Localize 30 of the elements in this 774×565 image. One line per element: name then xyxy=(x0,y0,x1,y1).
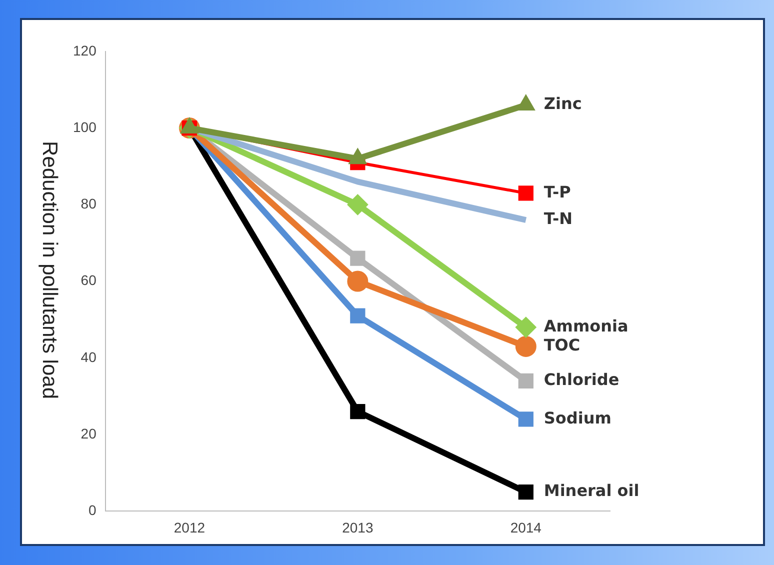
point xyxy=(347,270,368,292)
y-tick-label: 120 xyxy=(73,42,97,58)
point xyxy=(350,250,366,266)
series-label: Ammonia xyxy=(544,316,628,336)
point xyxy=(515,336,536,357)
series-label: Sodium xyxy=(544,408,612,428)
y-tick-label: 20 xyxy=(80,425,97,442)
point xyxy=(515,316,536,338)
y-tick-label: 100 xyxy=(73,118,97,135)
x-tick-label: 2012 xyxy=(174,519,206,536)
y-tick-label: 40 xyxy=(80,348,97,365)
y-tick-label: 60 xyxy=(80,272,97,288)
point xyxy=(518,186,534,201)
point xyxy=(518,484,534,500)
series-label: Mineral oil xyxy=(544,481,640,500)
series-label: Chloride xyxy=(544,370,620,390)
y-tick-label: 80 xyxy=(80,196,97,212)
x-tick-label: 2013 xyxy=(342,519,374,536)
series-label: TOC xyxy=(544,336,580,355)
point xyxy=(350,404,366,420)
series-label: Zinc xyxy=(544,94,582,114)
y-tick-label: 0 xyxy=(88,502,97,518)
point xyxy=(350,308,366,324)
series-label: T-P xyxy=(544,182,572,202)
point xyxy=(518,373,534,388)
point xyxy=(518,412,534,427)
series-label: T-N xyxy=(544,209,572,228)
y-axis-title: Reduction in pollutants load xyxy=(37,140,61,399)
x-tick-label: 2014 xyxy=(510,519,542,536)
point xyxy=(347,194,368,216)
